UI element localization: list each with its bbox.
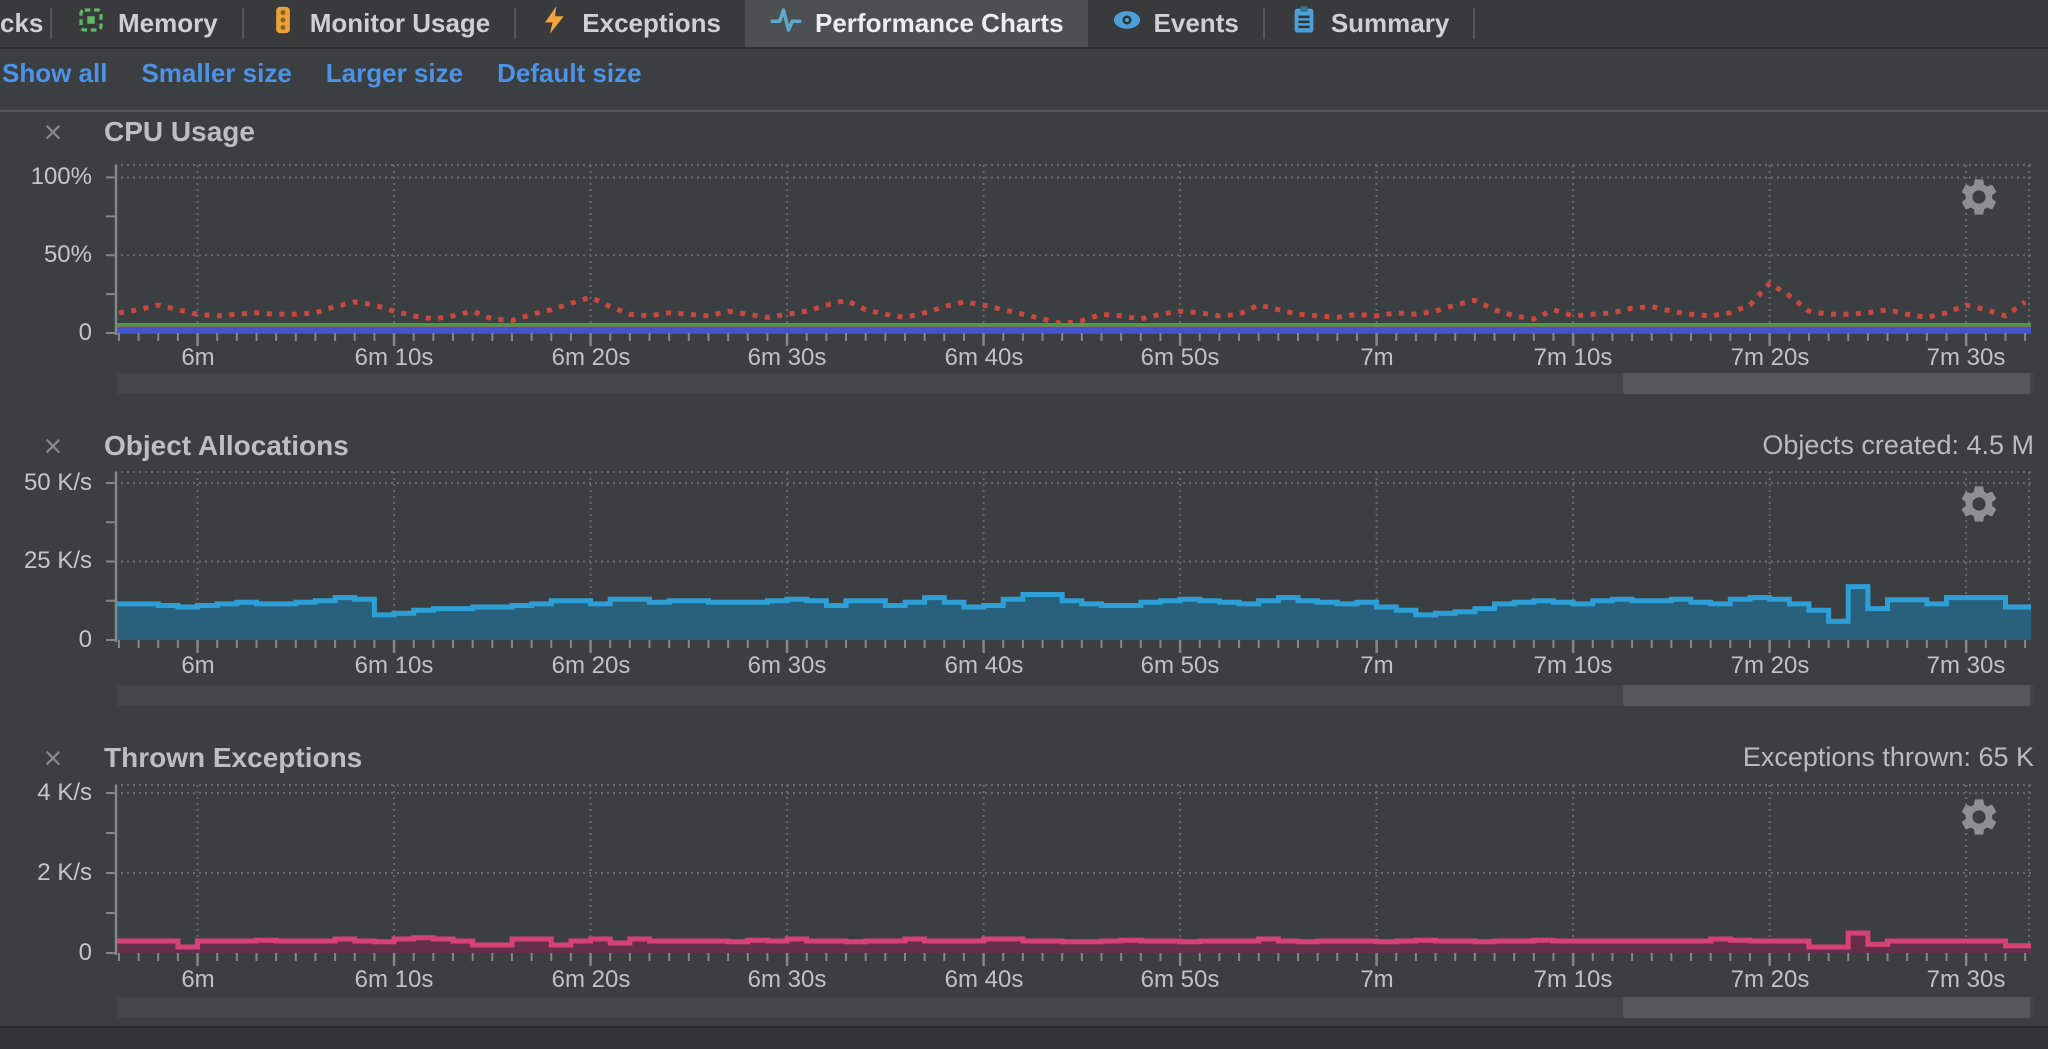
gear-settings-icon[interactable] xyxy=(1957,482,2001,526)
x-tick-label: 7m 10s xyxy=(1533,652,1613,679)
y-axis-labels: 4 K/s 2 K/s 0 xyxy=(0,779,104,975)
x-tick-label: 7m 20s xyxy=(1730,652,1810,679)
x-tick-label: 6m xyxy=(181,966,215,993)
link-show-all[interactable]: Show all xyxy=(2,58,108,88)
panel-title: Object Allocations xyxy=(104,430,349,461)
x-tick-label: 6m 10s xyxy=(354,344,434,371)
close-panel-icon[interactable]: × xyxy=(43,114,63,150)
x-tick-label: 6m 10s xyxy=(354,652,434,679)
x-tick-label: 7m xyxy=(1360,652,1394,679)
gear-settings-icon[interactable] xyxy=(1957,175,2001,219)
lightning-icon xyxy=(540,5,570,42)
close-panel-icon[interactable]: × xyxy=(43,740,63,776)
tab-separator xyxy=(241,8,244,39)
y-tick-label: 50 K/s xyxy=(23,469,92,496)
x-tick-label: 6m 40s xyxy=(944,344,1024,371)
x-tick-label: 7m xyxy=(1360,344,1394,371)
x-tick-label: 7m 30s xyxy=(1926,966,2006,993)
x-tick-label: 7m 30s xyxy=(1926,652,2006,679)
panel-title: CPU Usage xyxy=(104,116,255,147)
eye-icon xyxy=(1112,5,1142,42)
panel-title: Thrown Exceptions xyxy=(104,742,363,773)
tab-label: Events xyxy=(1153,8,1239,38)
x-tick-label: 7m 30s xyxy=(1926,344,2006,371)
x-tick-label: 6m xyxy=(181,652,215,679)
scrollbar-thumb[interactable] xyxy=(1623,373,2030,394)
tab-bar: cks Memory Monitor Usage Exceptions Perf… xyxy=(0,0,2048,49)
separator-line xyxy=(0,110,2048,112)
scrollbar-thumb[interactable] xyxy=(1623,685,2030,706)
link-default-size[interactable]: Default size xyxy=(497,58,642,88)
y-tick-label: 0 xyxy=(78,626,92,653)
gear-settings-icon[interactable] xyxy=(1957,795,2001,839)
time-scrollbar[interactable] xyxy=(117,685,2034,706)
link-smaller-size[interactable]: Smaller size xyxy=(141,58,292,88)
x-tick-label: 6m xyxy=(181,344,215,371)
objects-created-stat: Objects created: 4.5 M xyxy=(1762,430,2034,460)
tab-partial-cks[interactable]: cks xyxy=(0,0,50,47)
y-tick-label: 2 K/s xyxy=(37,859,92,886)
x-axis-labels: 6m 6m 10s 6m 20s 6m 30s 6m 40s 6m 50s 7m 7m 10s… xyxy=(115,966,2031,994)
time-scrollbar[interactable] xyxy=(117,373,2034,394)
tab-separator xyxy=(50,8,52,39)
x-tick-label: 6m 20s xyxy=(551,344,631,371)
tab-separator xyxy=(1262,8,1265,39)
x-tick-label: 7m 10s xyxy=(1533,966,1613,993)
tab-label: Performance Charts xyxy=(815,8,1064,38)
tab-label: cks xyxy=(0,8,44,38)
x-axis-labels: 6m 6m 10s 6m 20s 6m 30s 6m 40s 6m 50s 7m 7m 10s… xyxy=(115,344,2031,372)
tab-label: Monitor Usage xyxy=(309,8,491,38)
y-tick-label: 25 K/s xyxy=(23,547,92,574)
y-tick-label: 4 K/s xyxy=(37,779,92,806)
x-tick-label: 6m 40s xyxy=(944,966,1024,993)
tab-exceptions[interactable]: Exceptions xyxy=(516,0,745,47)
x-tick-label: 6m 30s xyxy=(747,344,827,371)
time-scrollbar[interactable] xyxy=(117,997,2034,1018)
x-tick-label: 6m 20s xyxy=(551,652,631,679)
scrollbar-thumb[interactable] xyxy=(1623,997,2030,1018)
link-larger-size[interactable]: Larger size xyxy=(325,58,464,88)
memory-chip-icon xyxy=(76,5,106,42)
tab-memory[interactable]: Memory xyxy=(52,0,242,47)
y-tick-label: 0 xyxy=(78,319,92,346)
y-axis-labels: 50 K/s 25 K/s 0 xyxy=(0,468,104,662)
y-tick-label: 0 xyxy=(78,939,92,966)
tab-separator xyxy=(514,8,517,39)
x-tick-label: 6m 40s xyxy=(944,652,1024,679)
x-axis-labels: 6m 6m 10s 6m 20s 6m 30s 6m 40s 6m 50s 7m 7m 10s… xyxy=(115,652,2031,680)
tab-summary[interactable]: Summary xyxy=(1265,0,1474,47)
y-tick-label: 50% xyxy=(43,241,92,268)
pulse-icon xyxy=(769,5,803,42)
x-tick-label: 7m 20s xyxy=(1730,344,1810,371)
x-tick-label: 6m 10s xyxy=(354,966,434,993)
exceptions-thrown-stat: Exceptions thrown: 65 K xyxy=(1742,742,2034,772)
x-tick-label: 6m 20s xyxy=(551,966,631,993)
y-axis-labels: 100% 50% 0 xyxy=(0,161,104,355)
close-panel-icon[interactable]: × xyxy=(43,428,63,464)
x-tick-label: 6m 50s xyxy=(1140,966,1220,993)
tab-separator xyxy=(1473,8,1476,39)
tab-monitor-usage[interactable]: Monitor Usage xyxy=(244,0,515,47)
x-tick-label: 7m 20s xyxy=(1730,966,1810,993)
x-tick-label: 7m 10s xyxy=(1533,344,1613,371)
x-tick-label: 7m xyxy=(1360,966,1394,993)
object-allocations-chart[interactable] xyxy=(106,468,2031,662)
x-tick-label: 6m 50s xyxy=(1140,652,1220,679)
y-tick-label: 100% xyxy=(30,163,92,190)
chart-toolbar: Show all Smaller size Larger size Defaul… xyxy=(2,58,642,89)
x-tick-label: 6m 30s xyxy=(747,966,827,993)
traffic-light-icon xyxy=(268,5,298,42)
x-tick-label: 6m 50s xyxy=(1140,344,1220,371)
tab-label: Summary xyxy=(1330,8,1450,38)
bottom-edge-strip xyxy=(0,1026,2048,1049)
x-tick-label: 6m 30s xyxy=(747,652,827,679)
thrown-exceptions-chart[interactable] xyxy=(106,781,2031,975)
tab-label: Exceptions xyxy=(582,8,721,38)
clipboard-icon xyxy=(1289,5,1319,42)
tab-performance-charts[interactable]: Performance Charts xyxy=(745,0,1088,47)
cpu-usage-chart[interactable] xyxy=(106,161,2031,355)
tab-events[interactable]: Events xyxy=(1088,0,1263,47)
tab-label: Memory xyxy=(118,8,218,38)
